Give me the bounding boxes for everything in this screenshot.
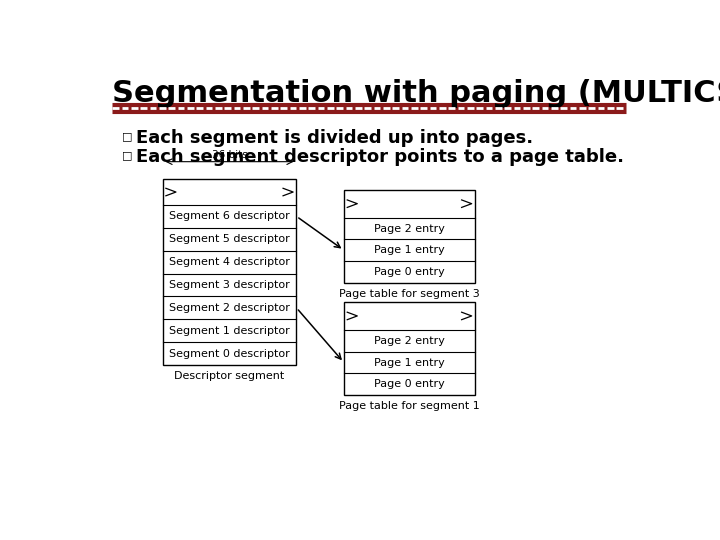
Text: Segment 6 descriptor: Segment 6 descriptor [169, 211, 290, 221]
Text: Descriptor segment: Descriptor segment [174, 371, 284, 381]
Bar [163, 179, 297, 365]
Bar [344, 302, 475, 395]
Text: Page 2 entry: Page 2 entry [374, 336, 445, 346]
Text: Page 1 entry: Page 1 entry [374, 245, 445, 255]
Text: 36 bits: 36 bits [212, 151, 248, 160]
Bar [344, 190, 475, 282]
Text: Segment 1 descriptor: Segment 1 descriptor [169, 326, 290, 336]
Text: Page 0 entry: Page 0 entry [374, 379, 445, 389]
Text: Segment 2 descriptor: Segment 2 descriptor [169, 303, 290, 313]
Text: Segmentation with paging (MULTICS): Segmentation with paging (MULTICS) [112, 79, 720, 109]
Text: Page table for segment 3: Page table for segment 3 [339, 289, 480, 299]
Text: Page table for segment 1: Page table for segment 1 [339, 401, 480, 411]
Text: Page 1 entry: Page 1 entry [374, 357, 445, 368]
Text: Page 0 entry: Page 0 entry [374, 267, 445, 277]
Text: Page 2 entry: Page 2 entry [374, 224, 445, 234]
Text: □: □ [122, 150, 133, 160]
Text: Each segment descriptor points to a page table.: Each segment descriptor points to a page… [136, 148, 624, 166]
Text: Segment 0 descriptor: Segment 0 descriptor [169, 349, 290, 359]
Text: Each segment is divided up into pages.: Each segment is divided up into pages. [136, 129, 533, 147]
Text: □: □ [122, 131, 133, 141]
Text: Segment 3 descriptor: Segment 3 descriptor [169, 280, 290, 290]
Text: Segment 5 descriptor: Segment 5 descriptor [169, 234, 290, 244]
Text: Segment 4 descriptor: Segment 4 descriptor [169, 257, 290, 267]
